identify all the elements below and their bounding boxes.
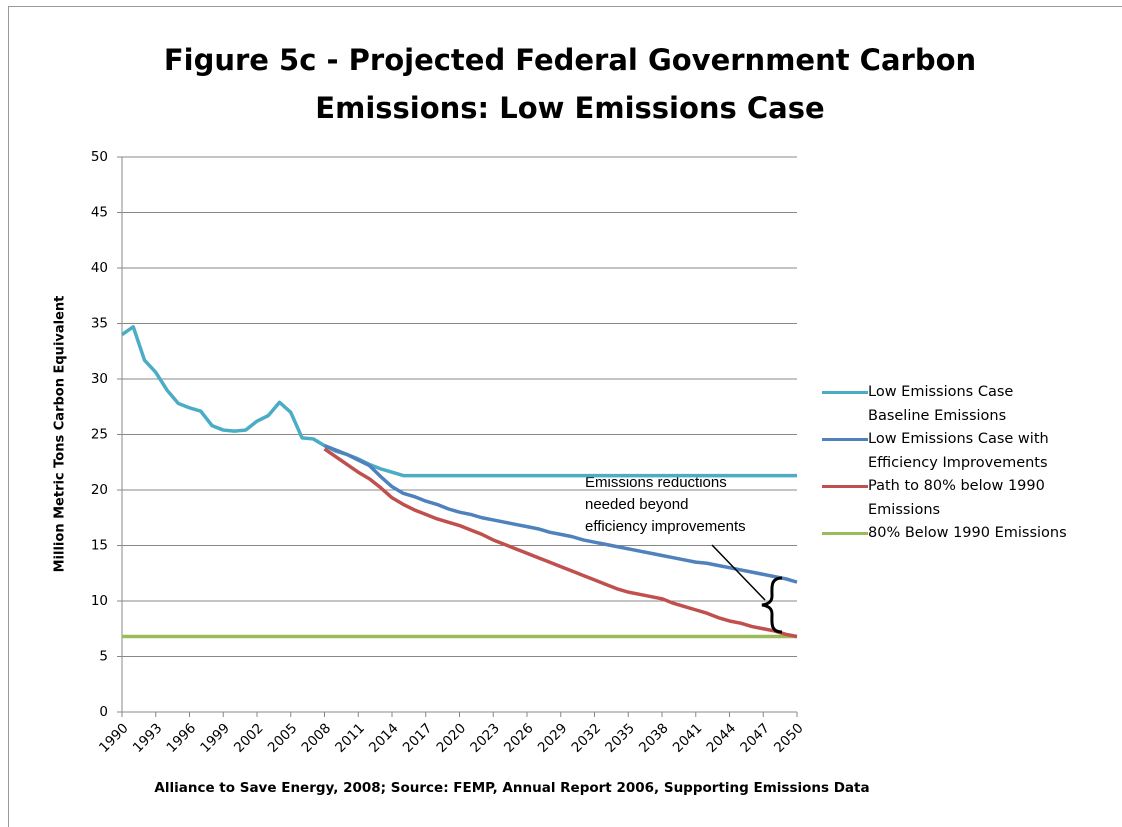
series-line — [121, 325, 797, 478]
x-tick-label: 2044 — [704, 720, 740, 756]
y-tick-label: 45 — [91, 205, 108, 221]
y-tick-label: 30 — [91, 371, 108, 387]
x-tick-label: 2026 — [501, 720, 537, 756]
x-tick-label: 2029 — [535, 720, 571, 756]
y-tick-label: 0 — [99, 704, 108, 720]
y-axis-label: Million Metric Tons Carbon Equivalent — [53, 296, 68, 573]
x-tick-label: 2017 — [400, 720, 436, 756]
y-tick-label: 5 — [99, 649, 108, 665]
y-tick-label: 15 — [91, 538, 108, 554]
x-tick-label: 2002 — [231, 720, 267, 756]
brace — [761, 576, 783, 634]
y-tick-label: 20 — [91, 482, 108, 498]
legend-item: 80% Below 1990 Emissions — [822, 522, 1112, 546]
y-tick-label: 40 — [91, 260, 108, 276]
legend-swatch — [822, 485, 868, 488]
annotation-line: efficiency improvements — [585, 518, 746, 535]
y-tick-label: 10 — [91, 593, 108, 609]
x-tick-label: 2008 — [299, 720, 335, 756]
x-tick-label: 2047 — [737, 720, 773, 756]
annotation-pointer — [711, 544, 766, 601]
legend-label: Path to 80% below 1990 Emissions — [868, 478, 1045, 518]
x-tick-label: 2023 — [467, 720, 503, 756]
x-tick-label: 2020 — [434, 720, 470, 756]
x-tick-label: 2032 — [569, 720, 605, 756]
y-tick-label: 25 — [91, 427, 108, 443]
legend-label: Low Emissions Case Baseline Emissions — [868, 384, 1014, 424]
x-tick-label: 1993 — [130, 720, 166, 756]
legend-label: 80% Below 1990 Emissions — [868, 525, 1067, 541]
annotation-line: Emissions reductions — [585, 474, 727, 491]
legend-swatch — [822, 532, 868, 535]
x-tick-label: 2041 — [670, 720, 706, 756]
x-tick-label: 1999 — [197, 720, 233, 756]
legend-swatch — [822, 438, 868, 441]
y-tick-label: 35 — [91, 316, 108, 332]
x-tick-label: 2011 — [332, 720, 368, 756]
legend-item: Path to 80% below 1990 Emissions — [822, 475, 1112, 522]
annotation: Emissions reductions needed beyond effic… — [585, 474, 746, 535]
x-tick-label: 2005 — [265, 720, 301, 756]
legend-item: Low Emissions Case Baseline Emissions — [822, 381, 1112, 428]
y-tick-label: 50 — [91, 149, 108, 165]
legend-item: Low Emissions Case with Efficiency Impro… — [822, 428, 1112, 475]
x-tick-label: 2035 — [602, 720, 638, 756]
x-tick-label: 2050 — [771, 720, 807, 756]
x-tick-label: 2014 — [366, 720, 402, 756]
legend: Low Emissions Case Baseline Emissions Low… — [822, 381, 1112, 546]
source-note: Alliance to Save Energy, 2008; Source: F… — [154, 780, 869, 796]
legend-label: Low Emissions Case with Efficiency Impro… — [868, 431, 1049, 471]
annotation-line: needed beyond — [585, 496, 688, 513]
legend-swatch — [822, 391, 868, 394]
chart-title: Figure 5c - Projected Federal Government… — [163, 43, 977, 125]
series-line — [323, 447, 798, 639]
x-tick-label: 1996 — [164, 720, 200, 756]
x-tick-label: 2038 — [636, 720, 672, 756]
series-line — [323, 443, 798, 584]
x-tick-label: 1990 — [96, 720, 132, 756]
frame — [8, 6, 1122, 827]
